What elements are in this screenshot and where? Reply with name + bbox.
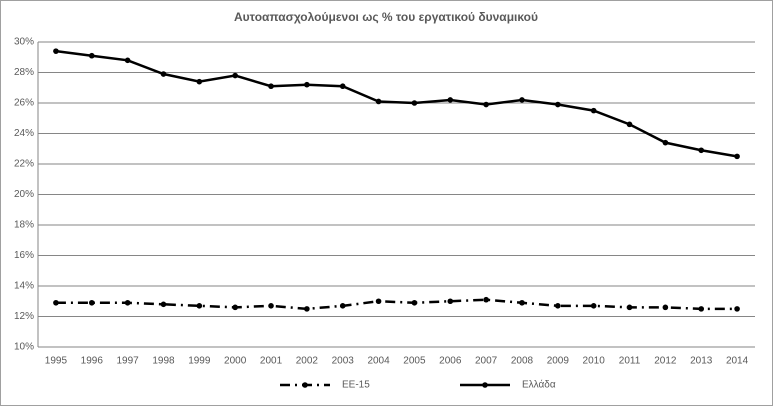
data-point: [268, 83, 274, 90]
data-point: [483, 296, 489, 303]
data-point: [232, 72, 238, 79]
data-point: [375, 98, 382, 105]
data-point: [268, 303, 274, 309]
data-point: [626, 121, 633, 128]
y-tick-label: 28%: [14, 67, 34, 78]
data-point: [590, 107, 597, 114]
data-point: [339, 83, 346, 90]
legend-marker: [302, 382, 308, 388]
chart-title: Αυτοαπασχολούμενοι ως % του εργατικού δυ…: [234, 10, 538, 24]
x-tick-label: 2007: [475, 356, 498, 367]
data-point: [590, 303, 597, 309]
data-point: [734, 153, 740, 160]
data-point: [447, 298, 454, 305]
data-point: [555, 101, 561, 108]
data-point: [555, 303, 561, 309]
data-point: [447, 97, 454, 103]
data-point: [88, 299, 95, 306]
y-tick-label: 16%: [14, 250, 34, 261]
data-point: [88, 52, 95, 59]
data-point: [232, 304, 238, 311]
x-tick-label: 2002: [296, 356, 319, 367]
y-tick-label: 18%: [14, 220, 34, 231]
data-point: [53, 48, 59, 54]
x-tick-label: 2013: [690, 356, 713, 367]
y-tick-label: 26%: [14, 98, 34, 109]
data-point: [196, 78, 203, 85]
y-tick-label: 12%: [14, 311, 34, 322]
x-tick-label: 2000: [224, 356, 247, 367]
data-point: [160, 71, 167, 77]
data-point: [196, 303, 203, 309]
y-tick-label: 10%: [14, 342, 34, 353]
x-tick-label: 2011: [619, 356, 641, 367]
data-point: [339, 303, 346, 309]
x-tick-label: 2006: [439, 356, 462, 367]
series-line: [55, 298, 738, 311]
x-tick-label: 2005: [403, 356, 426, 367]
data-point: [160, 301, 167, 308]
x-tick-label: 2003: [332, 356, 355, 367]
y-tick-label: 30%: [14, 37, 34, 48]
x-tick-label: 2004: [367, 356, 390, 367]
data-point: [53, 299, 59, 306]
data-point: [411, 299, 418, 306]
data-point: [626, 304, 633, 311]
x-tick-label: 2012: [654, 356, 677, 367]
data-point: [519, 97, 525, 103]
x-tick-label: 2009: [547, 356, 570, 367]
data-point: [698, 306, 705, 312]
x-tick-label: 1999: [188, 356, 211, 367]
series-line: [55, 49, 738, 158]
x-tick-label: 2008: [511, 356, 534, 367]
x-tick-label: 2014: [726, 356, 749, 367]
data-point: [698, 147, 705, 154]
data-point: [411, 100, 418, 106]
data-point: [662, 139, 669, 146]
legend-label: EE-15: [342, 380, 370, 391]
data-point: [662, 304, 669, 311]
y-tick-label: 20%: [14, 189, 34, 200]
x-tick-label: 2010: [583, 356, 606, 367]
y-tick-label: 22%: [14, 159, 34, 170]
data-point: [124, 299, 131, 306]
legend-marker: [482, 382, 488, 388]
y-tick-label: 14%: [14, 281, 34, 292]
y-tick-label: 24%: [14, 128, 34, 139]
data-point: [519, 299, 525, 306]
data-point: [483, 101, 489, 108]
x-tick-label: 1997: [117, 356, 140, 367]
x-tick-label: 1998: [152, 356, 175, 367]
data-point: [734, 306, 740, 312]
data-point: [304, 306, 310, 312]
x-tick-label: 2001: [260, 356, 283, 367]
data-point: [304, 81, 310, 88]
legend-label: Ελλάδα: [522, 379, 556, 391]
data-point: [124, 57, 131, 64]
x-tick-label: 1995: [45, 356, 68, 367]
x-tick-label: 1996: [81, 356, 104, 367]
data-point: [375, 298, 382, 305]
